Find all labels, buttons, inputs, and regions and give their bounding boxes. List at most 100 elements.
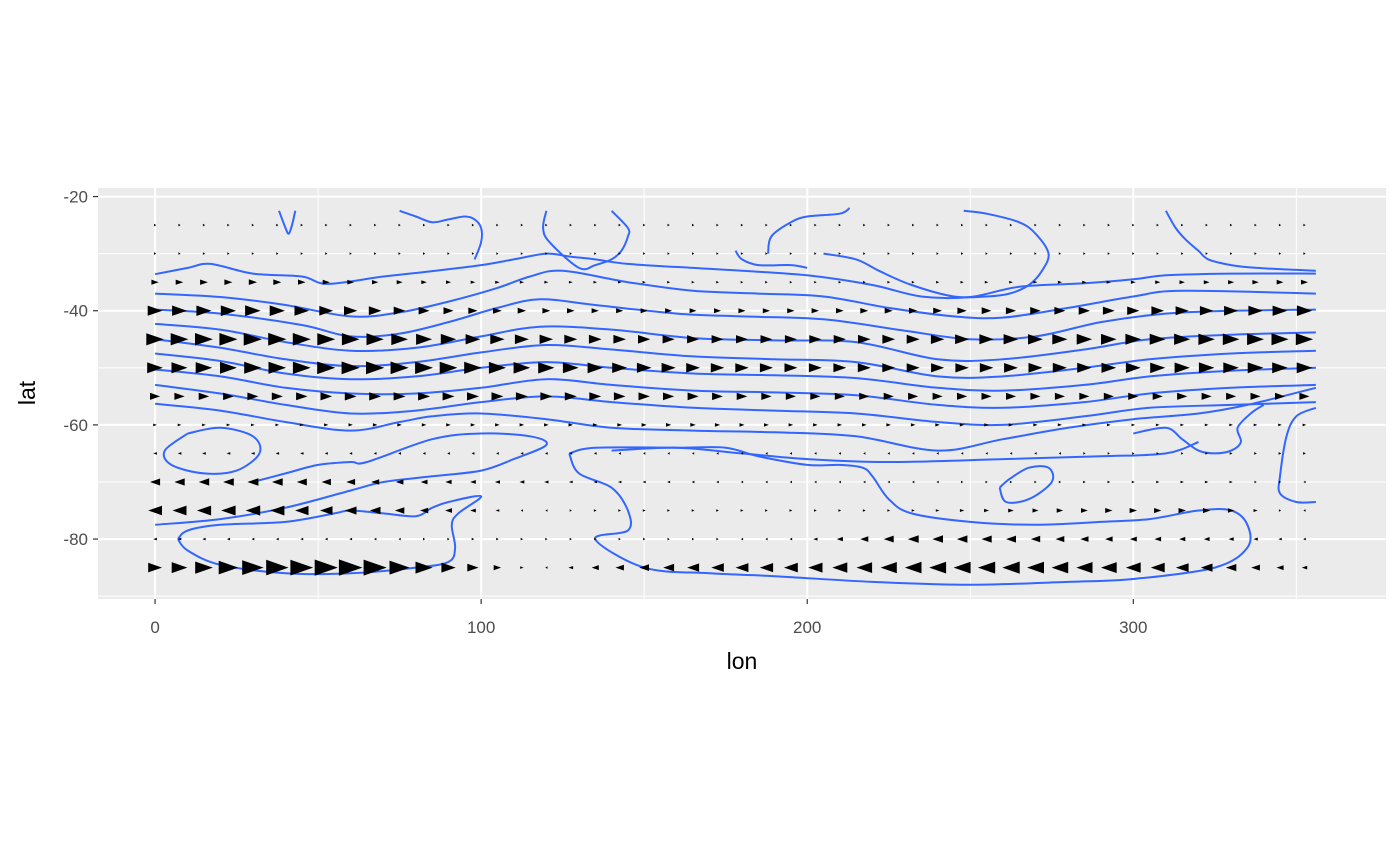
vector-arrow [421,280,427,285]
vector-arrow [468,307,478,314]
vector-arrow [1276,279,1284,285]
vector-arrow [935,423,940,427]
vector-arrow [859,392,870,400]
vector-arrow [735,363,749,373]
vector-arrow [170,333,189,346]
vector-arrow [1253,537,1258,541]
vector-arrow [961,452,964,455]
x-tick-label: 300 [1119,618,1147,637]
vector-arrow [908,392,919,400]
vector-arrow [759,363,773,373]
vector-arrow [863,280,866,284]
vector-arrow [762,308,771,314]
vector-arrow [1180,423,1184,427]
vector-arrow [1131,423,1136,427]
vector-arrow [415,561,433,574]
vector-arrows [146,223,1314,576]
vector-arrow [1125,562,1141,573]
vector-arrow [227,223,230,227]
vector-arrow [1101,333,1117,345]
vector-arrow [1181,252,1184,255]
contour-line [1277,406,1317,504]
vector-arrow [985,252,988,255]
vector-arrow [446,423,451,427]
vector-arrow [1205,223,1208,227]
vector-arrow [687,335,700,344]
vector-arrow [493,565,502,571]
vector-arrow [661,362,676,373]
vector-arrow [1028,334,1043,345]
vector-arrow [716,452,719,455]
vector-arrow [1009,280,1013,284]
vector-arrow [860,308,869,314]
vector-arrow [765,223,768,227]
vector-arrow [562,362,579,374]
vector-arrow [393,392,406,401]
vector-arrow [642,280,646,284]
vector-arrow [219,333,238,346]
vector-arrow [1152,392,1163,400]
vector-arrow [1009,452,1013,455]
y-tick-label: -60 [63,416,88,435]
contour-line [162,426,262,475]
vector-arrow [147,362,163,374]
vector-arrow [1199,306,1214,316]
vector-arrow [1128,392,1139,400]
vector-arrow [439,361,458,374]
vector-arrow [636,362,652,373]
vector-arrow [667,280,671,284]
vector-arrow [887,480,890,484]
vector-arrow [268,361,287,374]
vector-arrow [174,392,185,400]
vector-arrow [325,223,328,227]
contour-line [823,209,1050,299]
vector-arrow [667,480,671,484]
vector-arrow [979,334,994,345]
vector-arrow [691,509,695,512]
vector-arrow [1080,536,1089,542]
vector-arrow [1227,508,1235,513]
vector-arrow [394,507,405,514]
vector-arrow [488,361,506,374]
vector-arrow [1103,392,1114,400]
contour-line [155,269,1316,320]
x-tick-label: 100 [467,618,495,637]
vector-arrow [1254,452,1257,455]
y-axis: -20 -40 -60 -80 [63,188,98,549]
vector-arrow [467,563,479,572]
vector-arrow [227,252,230,255]
vector-arrow [784,335,797,344]
vector-arrow [977,561,996,574]
vector-arrow [1082,280,1087,284]
vector-arrow [223,392,234,401]
vector-arrow [397,423,402,427]
vector-arrow [956,535,968,543]
vector-arrow [666,423,672,427]
vector-arrow [540,392,553,401]
vector-arrow [393,306,406,315]
vector-arrow [1179,280,1185,285]
vector-arrow [226,423,231,427]
vector-arrow [292,333,311,346]
vector-arrow [317,361,336,375]
vector-arrow [716,509,719,512]
vector-arrow [887,509,891,512]
vector-arrow [833,335,846,344]
vector-arrow [390,361,409,375]
vector-arrow [1180,480,1184,484]
vector-arrow [324,452,328,455]
vector-arrow [471,252,475,255]
vector-arrow [1278,509,1282,512]
vector-arrow [1178,508,1186,514]
vector-arrow [591,308,599,314]
vector-arrow [935,509,940,512]
vector-arrow [416,333,433,345]
vector-arrow [765,280,768,284]
vector-arrow [1034,452,1037,455]
vector-arrow [716,252,719,255]
vector-arrow [198,392,210,400]
vector-arrow [663,392,675,401]
vector-arrow [883,392,894,400]
vector-arrow [1150,362,1166,374]
vector-arrow [446,280,452,284]
